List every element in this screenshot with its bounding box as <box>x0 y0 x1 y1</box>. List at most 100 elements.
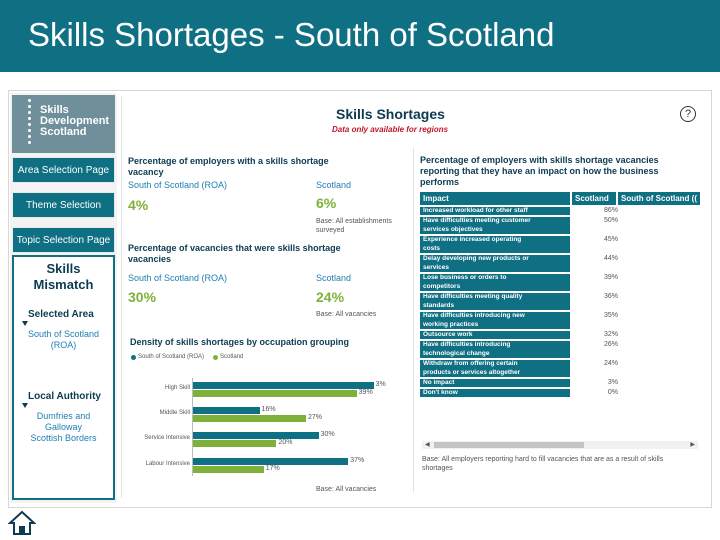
bar-scotland[interactable] <box>192 390 357 397</box>
topic-selection-button[interactable]: Topic Selection Page <box>12 227 115 253</box>
category-label: Service Intensive <box>144 435 190 441</box>
scotland-value-cell: 3% <box>607 379 618 386</box>
table-row: Have difficulties introducing technologic… <box>420 341 700 359</box>
bar-scotland[interactable] <box>192 440 277 447</box>
chevron-down-icon[interactable] <box>22 403 28 408</box>
legend-dot-scotland <box>213 355 218 360</box>
table-row: Experience increased operating costs 45% <box>420 236 700 254</box>
table-header-region[interactable]: South of Scotland (( <box>618 192 700 205</box>
block2-title: Percentage of vacancies that were skills… <box>128 243 341 264</box>
impact-text: Have difficulties meeting quality <box>423 293 523 300</box>
scotland-value-cell: 39% <box>603 274 618 281</box>
bar-value-label: 37% <box>350 457 365 464</box>
selected-area-value[interactable]: South of Scotland (ROA) <box>27 329 100 350</box>
scotland-value-cell: 36% <box>603 293 618 300</box>
area-selection-button[interactable]: Area Selection Page <box>12 157 115 183</box>
block1-scotland-value: 6% <box>316 195 337 211</box>
legend-scotland: Scotland <box>220 354 244 360</box>
theme-title: Skills Mismatch <box>33 261 94 292</box>
impact-text: costs <box>423 244 440 252</box>
bar-region[interactable] <box>192 382 374 389</box>
impact-cell: Don't know <box>420 389 570 397</box>
block2-base: Base: All vacancies <box>316 311 377 318</box>
sds-logo: Skills Development Scotland <box>12 95 115 153</box>
table-row: Withdraw from offering certain products o… <box>420 360 700 378</box>
title-bar: Skills Shortages - South of Scotland <box>0 0 720 72</box>
impact-text: Increased workload for other staff <box>423 207 528 214</box>
impact-text: technological change <box>423 349 490 357</box>
bar-value-label: 39% <box>358 389 373 396</box>
impact-text: Delay developing new products or <box>423 255 529 262</box>
table-row: Lose business or orders to competitors 39% <box>420 274 700 292</box>
block1-region-label: South of Scotland (ROA) <box>128 180 228 190</box>
column-divider <box>413 148 414 492</box>
impact-text: Have difficulties meeting customer <box>423 217 531 224</box>
impact-text: Withdraw from offering certain <box>423 360 518 367</box>
scroll-left-icon[interactable]: ◀ <box>425 442 430 448</box>
table-row: Don't know 0% <box>420 389 700 398</box>
scroll-thumb[interactable] <box>434 442 584 448</box>
impact-cell: Have difficulties introducing technologic… <box>420 341 570 358</box>
impact-base: Base: All employers reporting hard to fi… <box>422 456 664 472</box>
impact-text: services objectives <box>423 225 483 233</box>
block2-scotland-label: Scotland <box>316 273 352 283</box>
scotland-value-cell: 44% <box>603 255 618 262</box>
block1-region-value: 4% <box>128 197 149 213</box>
impact-text: Lose business or orders to <box>423 274 507 281</box>
logo-line: Skills <box>40 104 69 116</box>
impact-cell: Outsource work <box>420 331 570 339</box>
table-row: Delay developing new products or services… <box>420 255 700 273</box>
impact-text: Have difficulties introducing new <box>423 312 525 319</box>
bar-value-label: 30% <box>320 431 335 438</box>
scotland-value-cell: 45% <box>603 236 618 243</box>
impact-cell: Lose business or orders to competitors <box>420 274 570 291</box>
impact-text: Outsource work <box>423 331 473 338</box>
block2-region-label: South of Scotland (ROA) <box>128 273 228 283</box>
logo-line: Development <box>40 115 110 127</box>
impact-text: products or services altogether <box>423 368 521 376</box>
table-header-scotland[interactable]: Scotland <box>572 192 616 205</box>
table-row: Have difficulties introducing new working… <box>420 312 700 330</box>
impact-cell: No impact <box>420 379 570 387</box>
table-header-impact[interactable]: Impact <box>420 192 570 205</box>
local-authority-values[interactable]: Dumfries and Galloway Scottish Borders <box>30 411 97 443</box>
impact-text: Don't know <box>423 389 458 396</box>
bar-region[interactable] <box>192 458 349 465</box>
bar-region[interactable] <box>192 407 260 414</box>
density-title: Density of skills shortages by occupatio… <box>130 337 350 347</box>
impact-text: standards <box>423 301 455 309</box>
selection-panel: Skills Mismatch Selected Area South of S… <box>12 255 115 500</box>
theme-selection-button[interactable]: Theme Selection Page <box>12 192 115 237</box>
impact-cell: Have difficulties introducing new working… <box>420 312 570 329</box>
chevron-down-icon[interactable] <box>22 321 28 326</box>
scotland-value-cell: 35% <box>603 312 618 319</box>
impact-title: Percentage of employers with skills shor… <box>420 155 659 187</box>
bar-region[interactable] <box>192 432 319 439</box>
bar-value-label: 20% <box>278 439 293 446</box>
block1-base: Base: All establishments surveyed <box>316 218 392 234</box>
logo-line: Scotland <box>40 126 87 138</box>
bar-value-label: 27% <box>308 414 323 421</box>
table-row: Have difficulties meeting customer servic… <box>420 217 700 235</box>
chart-axis <box>192 378 193 476</box>
content-border <box>121 96 122 498</box>
bar-scotland[interactable] <box>192 415 306 422</box>
scotland-value-cell: 24% <box>603 360 618 367</box>
impact-cell: Have difficulties meeting customer servic… <box>420 217 570 234</box>
home-icon[interactable] <box>8 510 36 536</box>
block1-scotland-label: Scotland <box>316 180 352 190</box>
impact-text: working practices <box>423 320 479 328</box>
bar-scotland[interactable] <box>192 466 264 473</box>
sidebar: Skills Development Scotland Area Selecti… <box>10 93 117 503</box>
category-label: Labour Intensive <box>145 461 190 467</box>
scroll-right-icon[interactable]: ▶ <box>690 442 695 448</box>
impact-cell: Have difficulties meeting quality standar… <box>420 293 570 310</box>
category-label: Middle Skill <box>159 410 190 416</box>
table-scrollbar[interactable]: ◀ ▶ <box>422 441 698 449</box>
legend-dot-region <box>131 355 136 360</box>
block2-scotland-value: 24% <box>316 289 345 305</box>
logo-dots-icon <box>28 99 32 149</box>
page-subheading: Data only available for regions <box>332 125 449 134</box>
scotland-value-cell: 86% <box>603 207 618 214</box>
help-icon[interactable]: ? <box>680 106 696 122</box>
